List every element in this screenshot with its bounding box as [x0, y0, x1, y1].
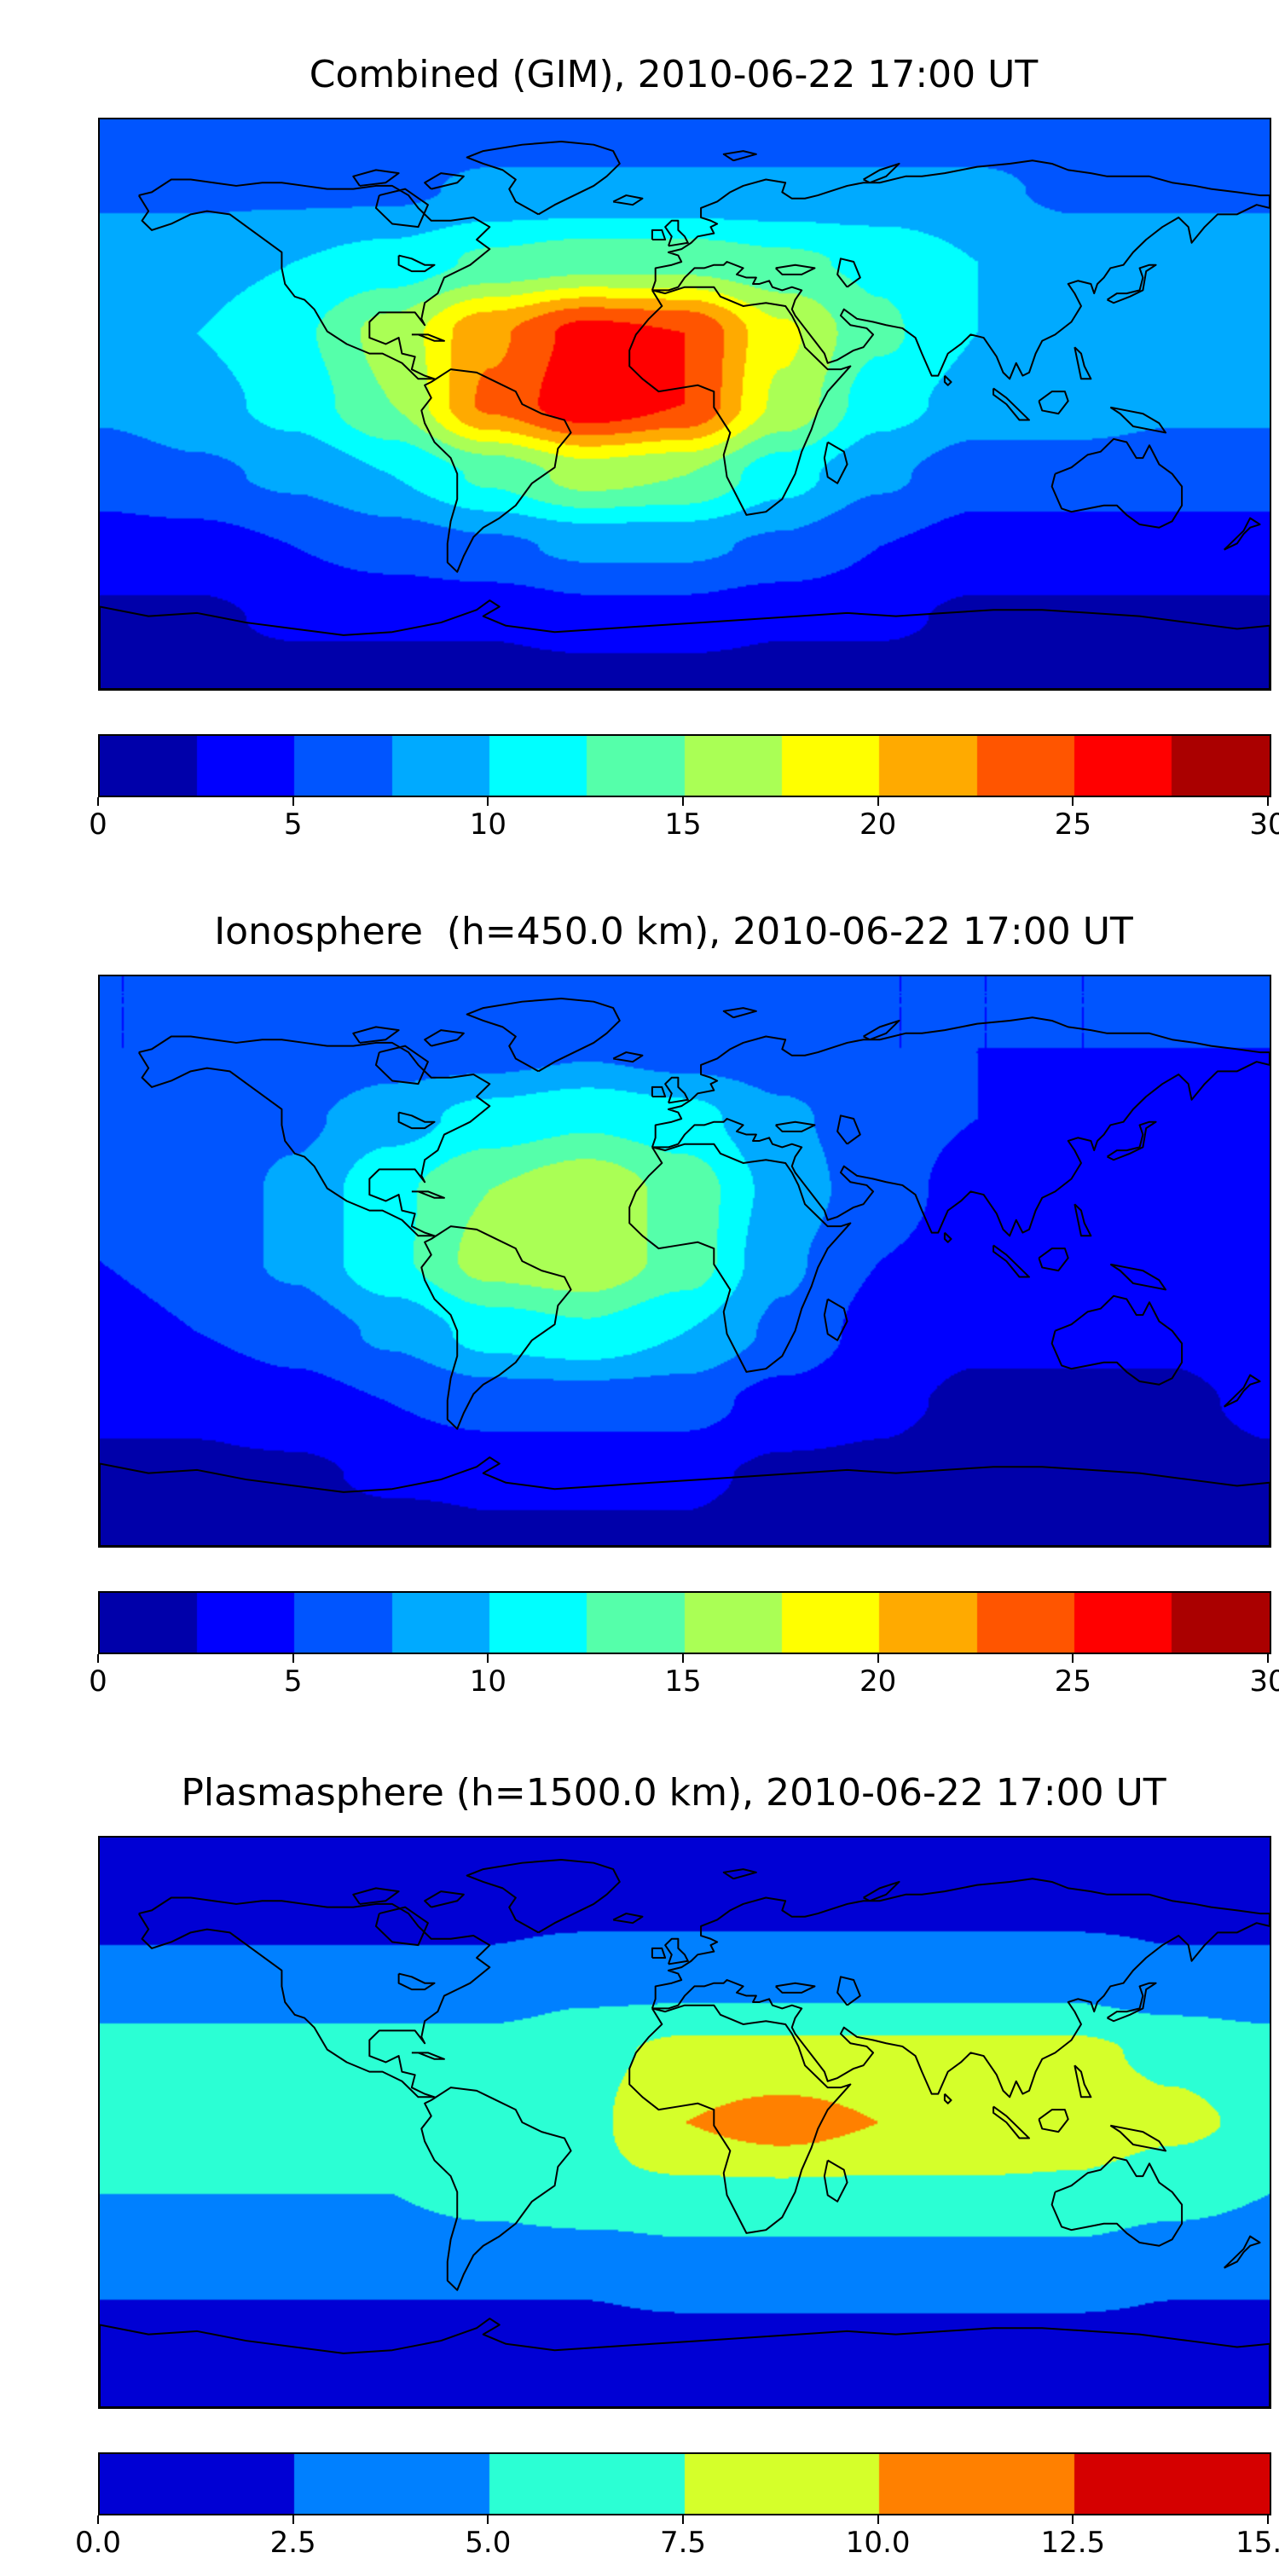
coastline-path [100, 1860, 1270, 2407]
colorbar-tick-mark [292, 2515, 294, 2524]
colorbar-tick-row: 0.0 2.5 5.0 7.5 10.0 12.5 15.0 [75, 2515, 1279, 2567]
heatmap-canvas [100, 119, 1270, 689]
colorbar-tick-label: 10 [469, 808, 506, 842]
coastline-overlay [100, 1838, 1270, 2407]
map-combined [98, 118, 1271, 691]
colorbar-tick-mark [97, 797, 99, 806]
colorbar-tick-label: 15.0 [1236, 2526, 1279, 2560]
colorbar-tick-row: 0 5 10 15 20 25 30 [89, 797, 1279, 848]
colorbar-tick-label: 0 [89, 808, 107, 842]
colorbar-tick-row: 0 5 10 15 20 25 30 [89, 1654, 1279, 1705]
chart-title-ionosphere: Ionosphere (h=450.0 km), 2010-06-22 17:0… [214, 910, 1133, 953]
colorbar-tick-mark [1267, 1654, 1269, 1663]
map-plasmasphere [98, 1836, 1271, 2409]
colorbar-tick-label: 12.5 [1040, 2526, 1106, 2560]
colorbar-tick-label: 5.0 [465, 2526, 512, 2560]
colorbar-tick-mark [1267, 797, 1269, 806]
chart-title-plasmasphere: Plasmasphere (h=1500.0 km), 2010-06-22 1… [181, 1771, 1166, 1815]
colorbar-tick-mark [97, 2515, 99, 2524]
coastline-overlay [100, 976, 1270, 1546]
colorbar-tick-label: 15 [664, 808, 702, 842]
colorbar-tick-mark [1072, 1654, 1074, 1663]
colorbar-tick-mark [877, 797, 879, 806]
chart-title-combined: Combined (GIM), 2010-06-22 17:00 UT [309, 53, 1039, 96]
colorbar-tick-mark [487, 797, 489, 806]
colorbar-frame [98, 2452, 1271, 2515]
coastline-path [100, 142, 1270, 689]
colorbar-tick-label: 0 [89, 1664, 107, 1699]
heatmap-canvas [100, 1838, 1270, 2407]
colorbar-tick-mark [487, 2515, 489, 2524]
colorbar-tick-label: 5 [283, 1664, 303, 1699]
colorbar-tick-label: 0.0 [74, 2526, 122, 2560]
colorbar-tick-mark [877, 2515, 879, 2524]
colorbar-tick-mark [682, 1654, 684, 1663]
colorbar-tick-label: 7.5 [659, 2526, 707, 2560]
colorbar-tick-label: 30 [1249, 1664, 1279, 1699]
colorbar-tick-mark [1267, 2515, 1269, 2524]
colorbar-tick-mark [292, 797, 294, 806]
colorbar-tick-label: 20 [859, 1664, 897, 1699]
colorbar-tick-mark [1072, 2515, 1074, 2524]
colorbar-tick-label: 25 [1054, 808, 1091, 842]
colorbar-tick-mark [487, 1654, 489, 1663]
colorbar-tick-mark [682, 2515, 684, 2524]
colorbar-tick-label: 30 [1249, 808, 1279, 842]
colorbar-tick-mark [292, 1654, 294, 1663]
colorbar [100, 2454, 1270, 2514]
colorbar-tick-mark [877, 1654, 879, 1663]
panel-ionosphere: Ionosphere (h=450.0 km), 2010-06-22 17:0… [34, 871, 1279, 1715]
colorbar-tick-label: 10 [469, 1664, 506, 1699]
colorbar-tick-mark [97, 1654, 99, 1663]
coastline-path [100, 999, 1270, 1546]
colorbar [100, 736, 1270, 796]
panel-combined: Combined (GIM), 2010-06-22 17:00 UT 0 5 10… [34, 14, 1279, 858]
map-ionosphere [98, 975, 1271, 1548]
colorbar-tick-label: 5 [283, 808, 303, 842]
colorbar-tick-mark [682, 797, 684, 806]
coastline-overlay [100, 119, 1270, 689]
colorbar-tick-label: 15 [664, 1664, 702, 1699]
heatmap-canvas [100, 976, 1270, 1546]
colorbar-frame [98, 1591, 1271, 1654]
colorbar-tick-label: 20 [859, 808, 897, 842]
colorbar-tick-label: 2.5 [269, 2526, 316, 2560]
colorbar-frame [98, 734, 1271, 797]
colorbar-tick-label: 10.0 [845, 2526, 911, 2560]
colorbar-tick-label: 25 [1054, 1664, 1091, 1699]
colorbar [100, 1593, 1270, 1653]
panel-plasmasphere: Plasmasphere (h=1500.0 km), 2010-06-22 1… [34, 1732, 1279, 2576]
colorbar-tick-mark [1072, 797, 1074, 806]
